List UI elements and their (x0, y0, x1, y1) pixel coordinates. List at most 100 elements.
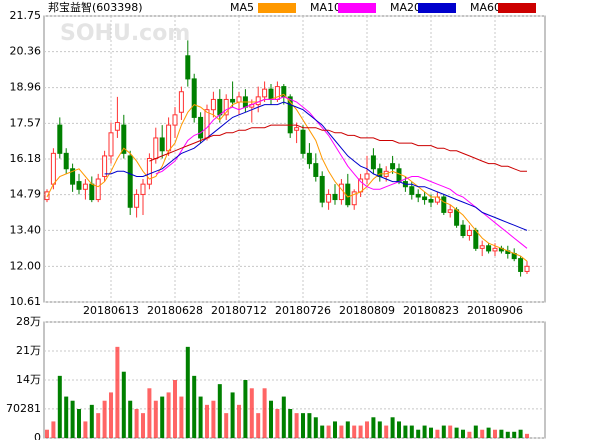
candle-body (76, 181, 82, 190)
candle-body (255, 96, 261, 106)
volume-bar (269, 400, 273, 438)
candle-body (466, 229, 472, 237)
x-tick-label: 20180809 (339, 304, 395, 317)
volume-bar (505, 431, 510, 438)
watermark: SOHU.com (60, 21, 190, 46)
candle-body (153, 137, 159, 159)
ma-line (149, 124, 527, 172)
candle-body (460, 224, 466, 237)
legend-label: MA5 (230, 1, 254, 14)
ma-line (46, 93, 528, 262)
volume-bar (230, 392, 235, 438)
volume-bar (288, 409, 293, 438)
candle-body (492, 247, 498, 252)
volume-bar (109, 392, 113, 438)
candle-body (351, 191, 357, 206)
candle-body (294, 127, 300, 131)
candle-body (415, 193, 421, 198)
volume-bar (64, 396, 69, 438)
volume-bar (301, 413, 305, 438)
candle-body (191, 78, 197, 118)
volume-bar (307, 413, 312, 438)
x-tick-label: 20180906 (467, 304, 523, 317)
volume-bar (365, 421, 369, 438)
candle-body (159, 137, 165, 152)
legend-label: MA20 (390, 1, 421, 14)
y-tick-label: 10.61 (10, 295, 42, 308)
volume-bar (377, 421, 382, 438)
x-tick-label: 20180613 (83, 304, 139, 317)
volume-bar (467, 431, 472, 438)
x-tick-label: 20180628 (147, 304, 203, 317)
y-tick-label: 13.40 (10, 223, 42, 236)
candle-body (223, 98, 229, 116)
candle-body (441, 196, 447, 213)
volume-bar (512, 431, 517, 438)
volume-bar (384, 425, 389, 438)
candle-body (210, 98, 216, 111)
volume-bar (128, 400, 133, 438)
candle-body (422, 196, 428, 201)
candle-body (370, 155, 376, 170)
candle-body (326, 193, 332, 203)
candle-body (428, 199, 434, 203)
candle-body (134, 193, 140, 208)
legend-swatch (338, 3, 376, 13)
candle-body (345, 183, 351, 206)
candle-body (287, 96, 293, 134)
volume-bar (429, 427, 433, 438)
candle-body (268, 88, 274, 100)
volume-bar (115, 346, 120, 438)
volume-bar (70, 400, 75, 438)
volume-bar (166, 392, 171, 438)
legend-label: MA60 (470, 1, 501, 14)
volume-bar (262, 388, 267, 438)
candle-body (473, 229, 479, 249)
volume-bar (320, 425, 325, 438)
volume-bar (371, 417, 376, 438)
legend-swatch (258, 3, 296, 13)
volume-bar (422, 425, 427, 438)
candle-body (447, 209, 453, 213)
volume-bar (237, 404, 241, 438)
volume-bar (339, 425, 344, 438)
y-tick-label: 17.57 (10, 116, 42, 129)
volume-bar (224, 413, 229, 438)
candle-body (396, 168, 402, 183)
candle-body (300, 129, 306, 154)
volume-bar (461, 429, 465, 438)
volume-bar (89, 404, 94, 438)
candle-body (409, 186, 415, 195)
candle-body (166, 124, 172, 152)
volume-bar (275, 409, 280, 438)
volume-bar (480, 429, 485, 438)
candle-body (127, 155, 133, 208)
volume-bar (499, 429, 504, 438)
volume-bar (77, 409, 81, 438)
volume-bar (249, 388, 254, 438)
candle-body (217, 98, 223, 116)
volume-bar (102, 400, 107, 438)
volume-bar (333, 421, 337, 438)
volume-bar (205, 404, 209, 438)
candle-body (479, 245, 485, 249)
candle-body (332, 193, 338, 201)
volume-bar (435, 429, 440, 438)
volume-bar (198, 396, 203, 438)
volume-bar (390, 417, 395, 438)
candle-body (57, 124, 63, 154)
volume-bar (217, 384, 222, 438)
candle-body (114, 122, 120, 131)
candle-body (306, 152, 312, 165)
volume-bar (352, 425, 357, 438)
candle-body (185, 55, 191, 80)
volume-bar (313, 417, 318, 438)
volume-bar (243, 380, 248, 438)
candle-body (146, 157, 152, 185)
x-tick-label: 20180726 (275, 304, 331, 317)
candle-body (121, 124, 127, 154)
candle-body (198, 116, 204, 139)
candle-body (364, 173, 370, 180)
candle-body (338, 183, 344, 201)
